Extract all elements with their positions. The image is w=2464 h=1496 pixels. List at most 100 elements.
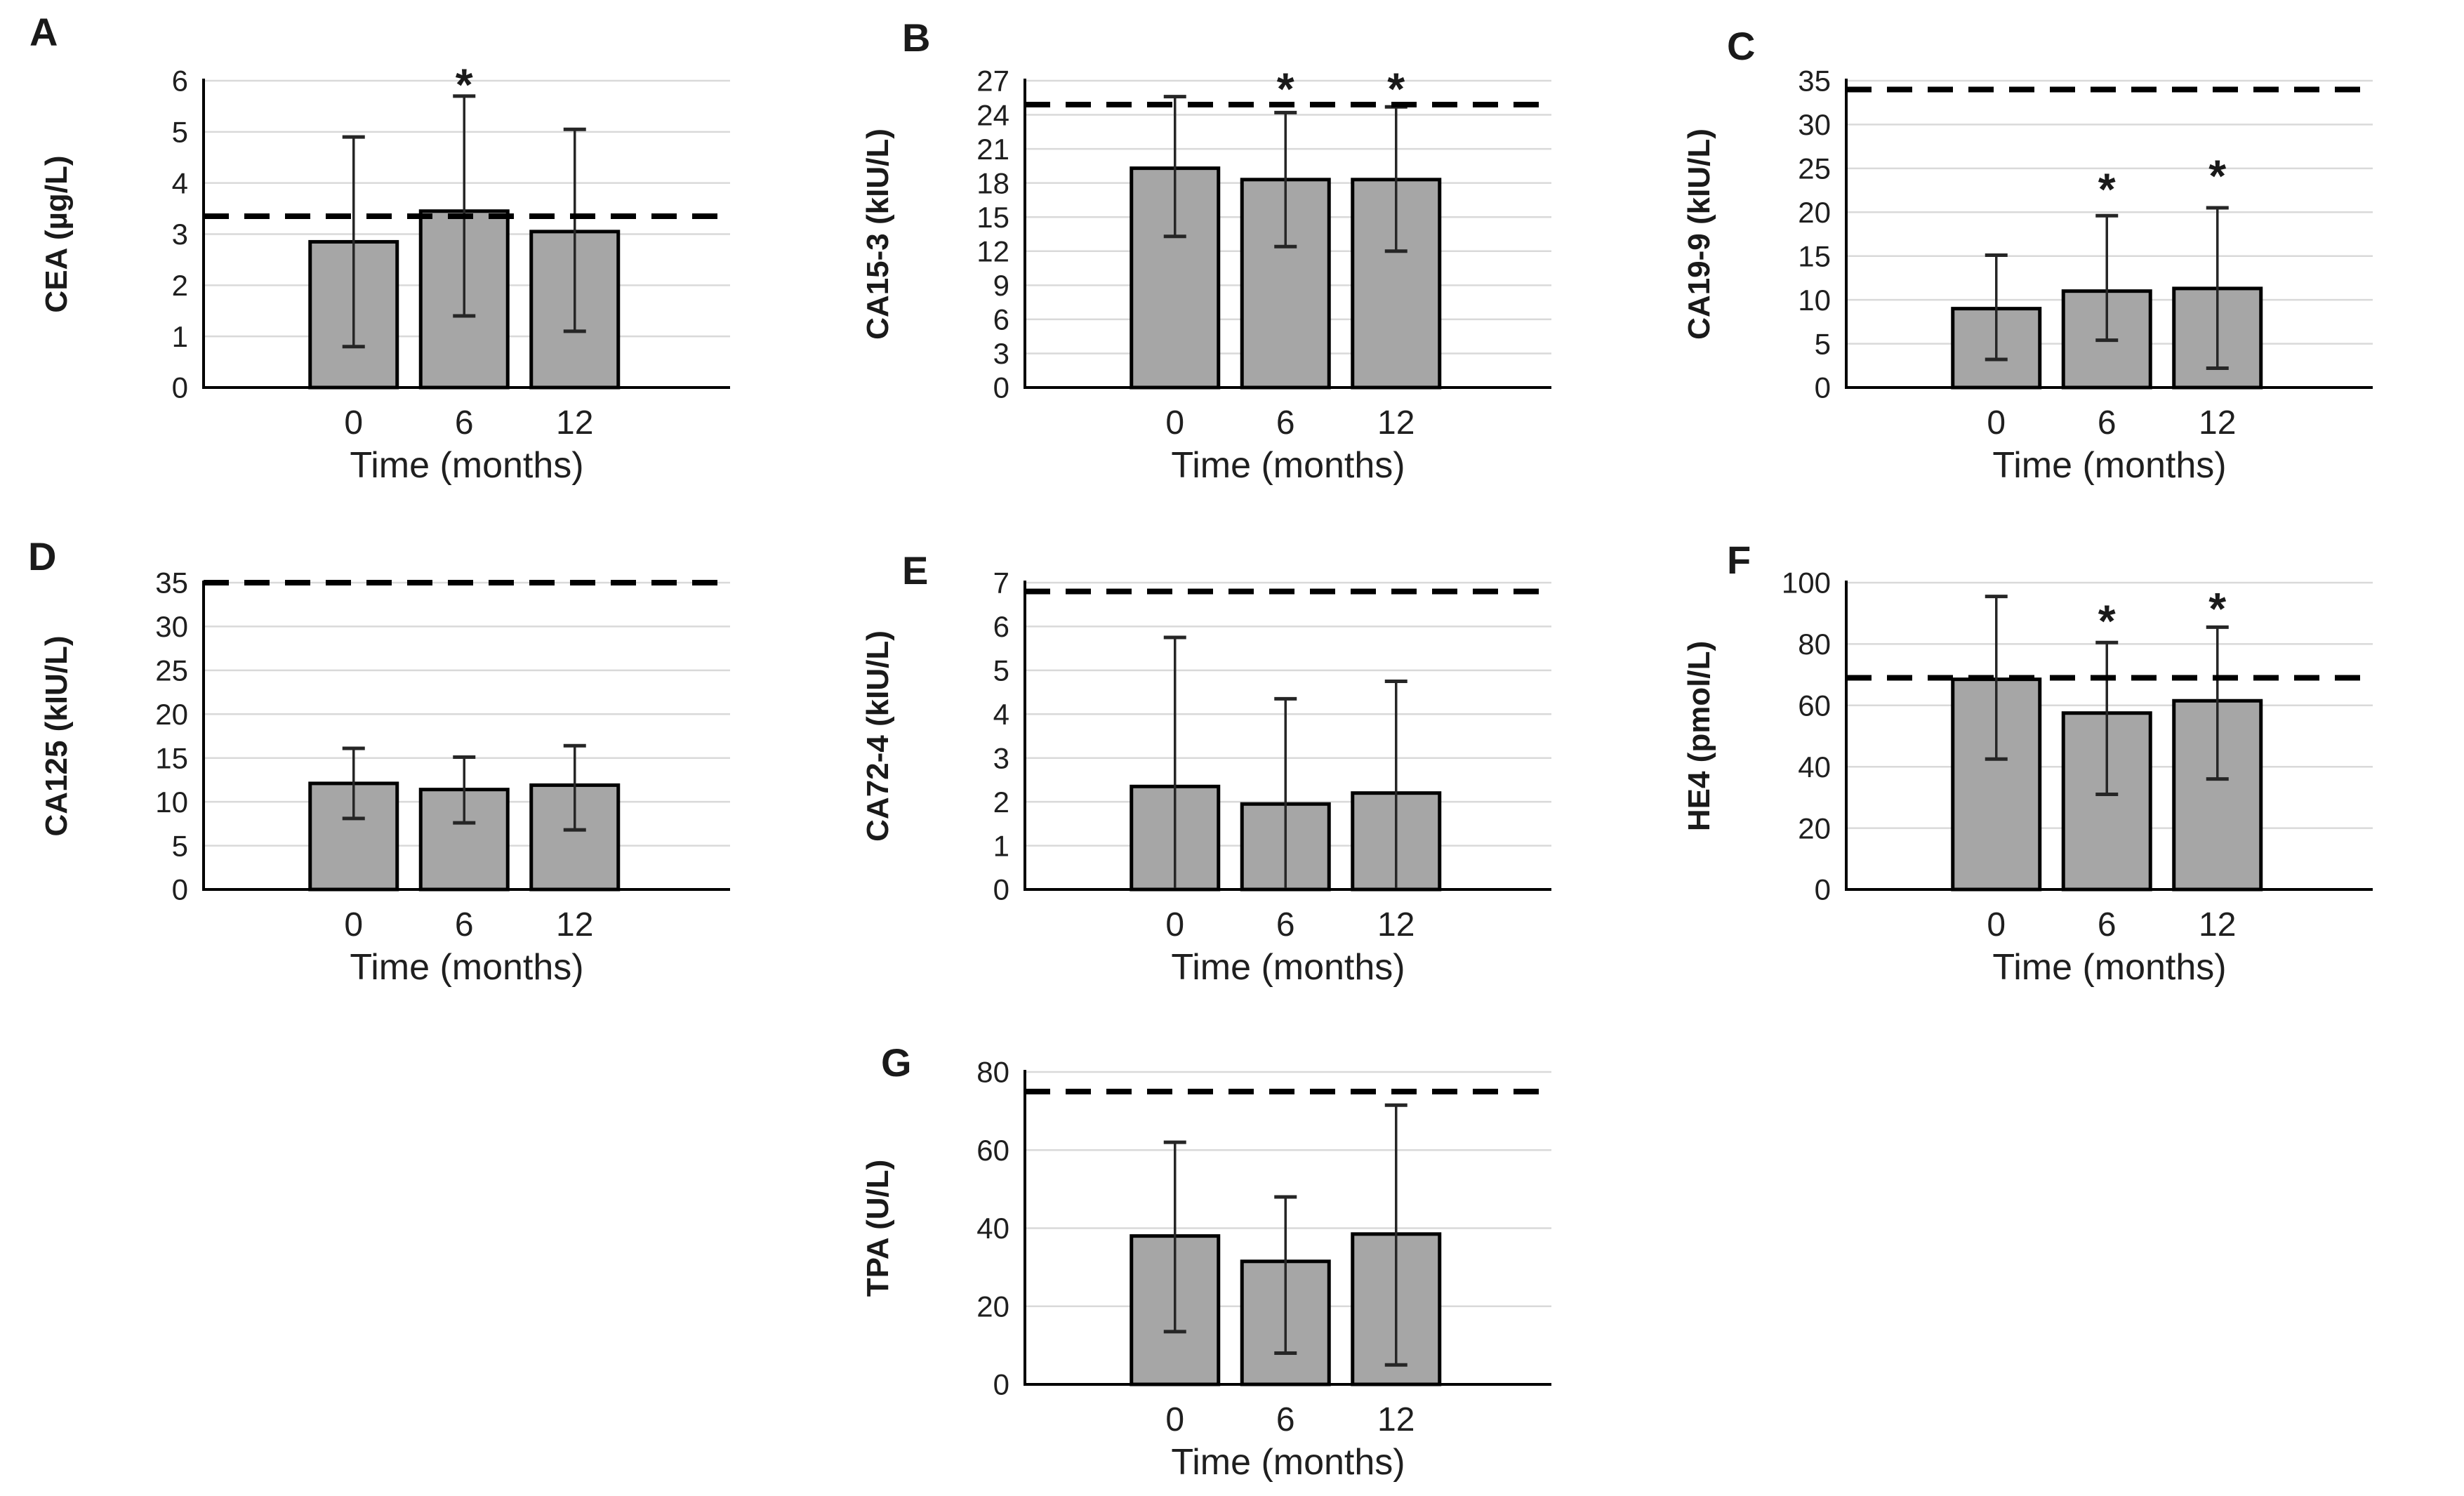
x-tick-label: 0: [1165, 404, 1184, 442]
y-tick-label: 0: [172, 873, 188, 906]
x-tick-label: 0: [344, 906, 363, 944]
x-axis-title: Time (months): [1171, 947, 1405, 988]
x-tick-label: 0: [1165, 1401, 1184, 1438]
y-tick-label: 7: [993, 567, 1009, 600]
y-tick-label: 6: [993, 610, 1009, 643]
x-axis-title: Time (months): [1171, 445, 1405, 486]
x-axis-title: Time (months): [1992, 947, 2226, 988]
y-tick-label: 30: [155, 610, 188, 643]
x-tick-label: 12: [556, 404, 593, 442]
y-axis-title: CA72-4 (kIU/L): [861, 630, 895, 842]
y-tick-label: 40: [976, 1212, 1009, 1245]
panel-a: A 0 1 2 3 4 5 6 CEA (µg/L) * 0 6 12 Time (months): [0, 0, 821, 502]
y-tick-label: 35: [1798, 65, 1831, 98]
y-tick-label: 0: [993, 1368, 1009, 1401]
y-tick-label: 100: [1782, 567, 1831, 600]
x-tick-label: 6: [1276, 404, 1295, 442]
significance-asterisk: *: [2098, 595, 2116, 646]
y-tick-label: 5: [1815, 327, 1831, 360]
y-tick-label: 0: [172, 371, 188, 404]
y-tick-label: 6: [172, 65, 188, 98]
x-axis-title: Time (months): [350, 947, 583, 988]
panel-f: F 0 20 40 60 80 100 HE4 (pmol/L) * * 0 6 12 Time (mo…: [1643, 502, 2464, 1004]
x-tick-label: 6: [455, 404, 474, 442]
y-tick-label: 15: [1798, 239, 1831, 272]
y-tick-label: 0: [1815, 873, 1831, 906]
y-tick-label: 30: [1798, 108, 1831, 141]
x-tick-label: 12: [2199, 404, 2236, 442]
y-tick-label: 18: [976, 166, 1009, 199]
y-tick-label: 40: [1798, 750, 1831, 783]
y-tick-label: 3: [993, 337, 1009, 370]
y-tick-label: 6: [993, 303, 1009, 336]
y-tick-label: 10: [1798, 284, 1831, 317]
y-tick-label: 1: [993, 829, 1009, 862]
panel-c-letter: C: [1727, 24, 1756, 68]
y-tick-label: 20: [1798, 812, 1831, 845]
y-tick-label: 20: [976, 1290, 1009, 1323]
y-tick-label: 5: [172, 829, 188, 862]
x-tick-label: 6: [2098, 906, 2117, 944]
significance-asterisk: *: [2208, 583, 2226, 634]
x-axis-title: Time (months): [1992, 445, 2226, 486]
y-axis-title: HE4 (pmol/L): [1682, 641, 1716, 831]
panel-b: B 0 3 6 9 12 15 18 21 24 27 CA15-3 (kIU/L) * * 0 6 12 Ti…: [821, 0, 1643, 502]
y-tick-label: 5: [172, 116, 188, 149]
y-tick-label: 0: [993, 371, 1009, 404]
panel-d: D 0 5 10 15 20 25 30 35 CA125 (kIU/L) 0 6 12 Time (m…: [0, 502, 821, 1004]
y-tick-label: 15: [976, 201, 1009, 234]
y-axis-title: CEA (µg/L): [39, 155, 74, 312]
y-tick-label: 80: [976, 1056, 1009, 1089]
y-tick-label: 2: [993, 786, 1009, 819]
y-tick-label: 1: [172, 320, 188, 353]
x-tick-label: 12: [2199, 906, 2236, 944]
x-tick-label: 12: [556, 906, 593, 944]
y-tick-label: 25: [155, 654, 188, 687]
y-tick-label: 0: [993, 873, 1009, 906]
y-tick-label: 21: [976, 133, 1009, 166]
x-tick-label: 12: [1377, 404, 1415, 442]
x-tick-label: 6: [455, 906, 474, 944]
y-tick-label: 12: [976, 234, 1009, 267]
y-tick-label: 2: [172, 269, 188, 302]
x-axis-title: Time (months): [1171, 1442, 1405, 1483]
y-tick-label: 4: [172, 166, 188, 199]
y-tick-label: 35: [155, 567, 188, 600]
y-tick-label: 5: [993, 654, 1009, 687]
y-axis-title: CA125 (kIU/L): [39, 635, 74, 836]
y-axis-title: CA19-9 (kIU/L): [1682, 128, 1716, 340]
panel-d-letter: D: [28, 534, 57, 578]
y-tick-label: 20: [1798, 196, 1831, 229]
y-tick-label: 27: [976, 65, 1009, 98]
y-tick-label: 15: [155, 741, 188, 774]
y-tick-label: 4: [993, 698, 1009, 731]
y-tick-label: 3: [993, 741, 1009, 774]
panel-g-chart: 0 20 40 60 80 TPA (U/L) 0 6 12 Time (months): [861, 1056, 1551, 1483]
significance-asterisk: *: [2098, 164, 2116, 214]
panel-e: E 0 1 2 3 4 5 6 7 CA72-4 (kIU/L) 0 6 12 Time (months…: [821, 502, 1643, 1004]
y-tick-label: 9: [993, 269, 1009, 302]
x-tick-label: 0: [1987, 906, 2006, 944]
y-tick-label: 25: [1798, 152, 1831, 185]
y-tick-label: 24: [976, 98, 1009, 131]
x-axis-title: Time (months): [350, 445, 583, 486]
y-axis-title: TPA (U/L): [861, 1160, 895, 1297]
x-tick-label: 0: [1165, 906, 1184, 944]
x-tick-label: 12: [1377, 1401, 1415, 1438]
x-tick-label: 0: [1987, 404, 2006, 442]
panel-c: C 0 5 10 15 20 25 30 35 CA19-9 (kIU/L) * * 0 6 12 Time…: [1643, 0, 2464, 502]
y-tick-label: 20: [155, 698, 188, 731]
y-tick-label: 60: [976, 1134, 1009, 1167]
panel-g-letter: G: [881, 1040, 912, 1085]
y-axis-title: CA15-3 (kIU/L): [861, 128, 895, 340]
x-tick-label: 6: [1276, 1401, 1295, 1438]
panel-a-letter: A: [29, 10, 58, 54]
panel-f-letter: F: [1727, 538, 1751, 582]
x-tick-label: 6: [2098, 404, 2117, 442]
significance-asterisk: *: [456, 60, 473, 110]
